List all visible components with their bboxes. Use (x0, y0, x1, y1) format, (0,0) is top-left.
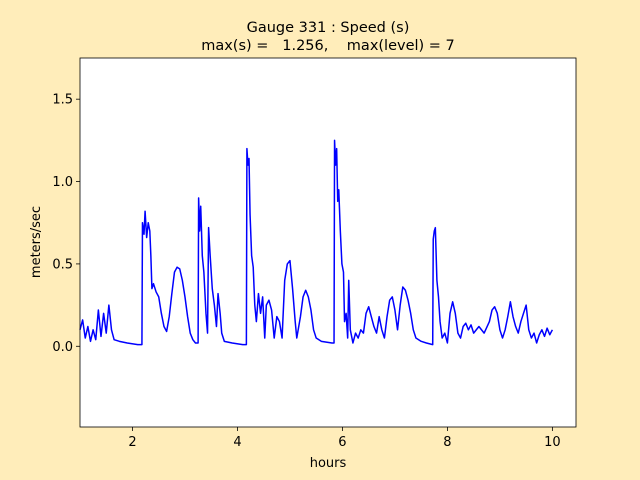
chart-subtitle: max(s) = 1.256, max(level) = 7 (201, 38, 455, 54)
y-tick-label: 1.5 (52, 93, 73, 108)
x-axis-label: hours (310, 456, 347, 471)
y-tick-label: 1.0 (52, 175, 73, 190)
y-axis-label: meters/sec (29, 206, 44, 278)
y-tick-label: 0.5 (52, 257, 73, 272)
x-tick-label: 4 (233, 435, 241, 450)
axes-frame (79, 57, 577, 428)
plot-area (80, 58, 576, 427)
x-tick-label: 6 (338, 435, 346, 450)
data-line (79, 139, 554, 346)
y-tick-label: 0.0 (52, 340, 73, 355)
chart-title: Gauge 331 : Speed (s) (247, 20, 410, 36)
x-tick-label: 2 (128, 435, 136, 450)
x-tick-label: 10 (544, 435, 561, 450)
x-tick-label: 8 (443, 435, 451, 450)
